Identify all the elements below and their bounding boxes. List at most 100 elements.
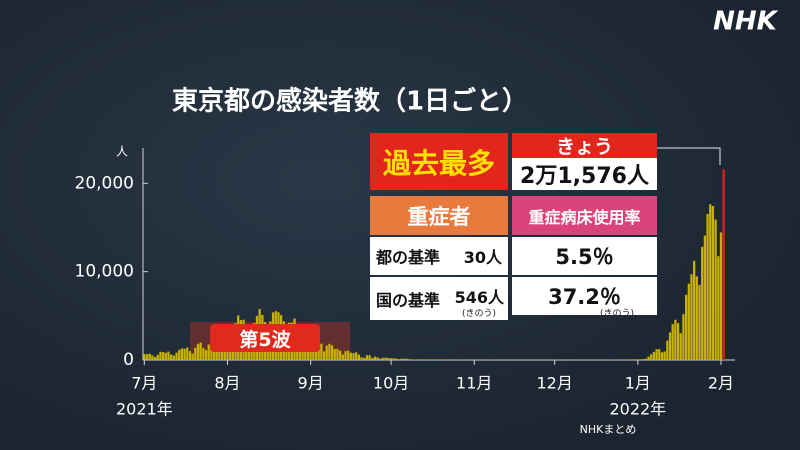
bar (352, 353, 355, 360)
bed-note-box (512, 277, 657, 320)
bar (143, 354, 146, 360)
bar (336, 348, 339, 360)
bar (376, 357, 379, 360)
bar (170, 354, 173, 360)
bed-value: 5.5％ (512, 237, 657, 275)
wave-label: 第5波 (210, 324, 320, 352)
bed-value: 37.2％ (512, 277, 657, 315)
bar (674, 319, 677, 360)
bar (408, 359, 411, 360)
bar (202, 347, 205, 360)
record-label: 過去最多 (370, 133, 508, 190)
bed-header: 重症病床使用率 (512, 196, 657, 235)
row-label: 国の基準 (370, 277, 508, 320)
bar (207, 344, 210, 360)
bar (347, 350, 350, 360)
bar (199, 342, 202, 360)
bar (660, 352, 664, 360)
bar (363, 357, 366, 360)
bar (196, 343, 200, 360)
bar (384, 357, 387, 360)
bar (668, 332, 672, 360)
bar (655, 349, 658, 360)
bar (379, 358, 382, 360)
x-tick-label: 2月 (708, 374, 734, 393)
bar (153, 356, 157, 360)
bar (644, 358, 648, 360)
bar (194, 347, 197, 360)
x-tick-label: 11月 (456, 374, 492, 393)
today-label: きょう (512, 133, 657, 158)
bar (398, 359, 401, 360)
chart-title: 東京都の感染者数（1日ごと） (172, 86, 528, 117)
bar (414, 359, 417, 360)
severe-header: 重症者 (370, 196, 508, 235)
bar (320, 343, 323, 360)
bar (204, 350, 208, 360)
bar (395, 358, 398, 360)
bar (145, 354, 149, 360)
bar (639, 359, 642, 360)
bar (703, 235, 707, 360)
bar (628, 359, 631, 360)
bar (642, 359, 645, 360)
bar (717, 256, 720, 360)
bar (148, 353, 151, 360)
row-label: 都の基準 (370, 237, 508, 275)
today-value: 2万1,576人 (512, 158, 657, 190)
x-tick-label: 1月 (625, 374, 651, 393)
bar (403, 358, 406, 360)
bar (419, 359, 422, 360)
bar (698, 284, 701, 360)
bar (371, 357, 374, 360)
bar (652, 351, 656, 360)
y-tick-label: 10,000 (75, 262, 134, 282)
bar (368, 355, 371, 360)
bar (339, 350, 342, 360)
bar (711, 206, 715, 360)
x-tick-label: 9月 (298, 374, 324, 393)
bar (714, 219, 717, 360)
bar (172, 355, 175, 360)
bar (151, 355, 154, 360)
bar (647, 356, 650, 360)
bar (687, 283, 690, 360)
connector (657, 147, 721, 165)
bar (671, 324, 674, 360)
bar (387, 358, 390, 360)
bar (684, 294, 688, 360)
bar (322, 351, 326, 360)
bar (424, 359, 428, 360)
bar (411, 359, 414, 360)
bar (427, 359, 430, 360)
bar (333, 349, 336, 360)
bar (690, 274, 693, 360)
bar (422, 359, 425, 360)
bar (330, 345, 334, 360)
logo: NHK (713, 7, 779, 37)
bar (164, 352, 167, 360)
bar (188, 351, 192, 360)
bar (178, 349, 181, 360)
severe-value: 546人 (454, 288, 504, 307)
bar (161, 352, 165, 360)
bar (666, 340, 669, 360)
bar (676, 323, 680, 360)
bar (636, 359, 639, 360)
y-unit: 人 (116, 145, 128, 159)
bar (693, 260, 696, 360)
y-tick-label: 20,000 (75, 173, 134, 193)
severe-value: 30人 (463, 248, 502, 267)
x-tick-label: 8月 (214, 374, 240, 393)
bar (373, 356, 377, 360)
year-label: 2021年 (116, 400, 173, 419)
bar (191, 353, 194, 360)
bar (186, 347, 189, 360)
bar (650, 354, 653, 360)
bar (695, 276, 698, 360)
x-tick-label: 12月 (537, 374, 573, 393)
bar (357, 354, 361, 360)
bar (663, 351, 666, 360)
bar (706, 213, 709, 360)
